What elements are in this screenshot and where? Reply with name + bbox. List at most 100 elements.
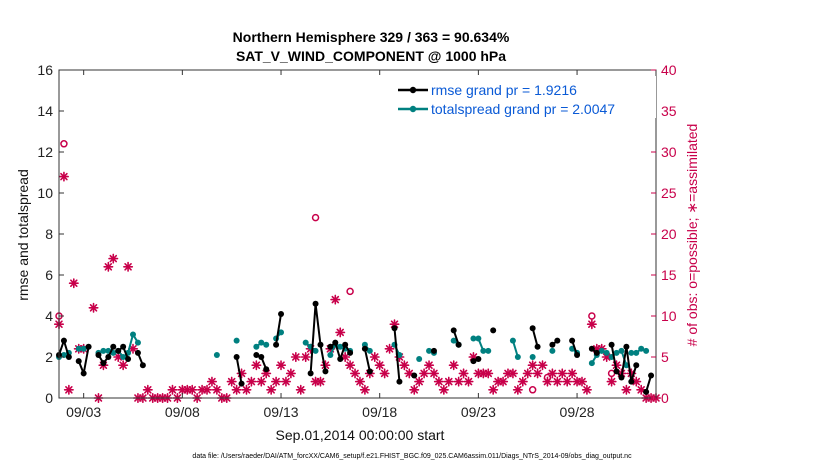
asterisk-stroke bbox=[558, 369, 567, 378]
asterisk-stroke bbox=[282, 377, 290, 386]
asterisk-stroke bbox=[70, 279, 78, 287]
totalspread-point bbox=[485, 347, 492, 354]
legend-label-rmse: rmse grand pr = 1.9216 bbox=[431, 82, 577, 98]
rmse-point bbox=[455, 341, 462, 348]
obs-assimilated-marker bbox=[142, 384, 153, 395]
y-tick-label: 14 bbox=[37, 103, 53, 119]
rmse-point bbox=[312, 300, 319, 307]
totalspread-point bbox=[613, 349, 620, 356]
obs-assimilated-marker bbox=[335, 327, 346, 338]
asterisk-stroke bbox=[301, 353, 310, 361]
totalspread-point bbox=[603, 349, 610, 356]
rmse-point bbox=[366, 368, 373, 375]
obs-possible-marker bbox=[311, 213, 320, 222]
rmse-point bbox=[391, 325, 398, 332]
obs-assimilated-marker bbox=[226, 376, 237, 387]
asterisk-stroke bbox=[514, 386, 522, 394]
y2-tick-label: 25 bbox=[661, 185, 677, 201]
obs-assimilated-marker bbox=[409, 384, 420, 395]
obs-assimilated-marker bbox=[63, 384, 74, 395]
rmse-point bbox=[628, 378, 635, 385]
rmse-line bbox=[275, 313, 283, 345]
rmse-point bbox=[273, 341, 280, 348]
obs-assimilated-marker bbox=[246, 376, 257, 387]
obs-assimilated-marker bbox=[384, 343, 395, 354]
obs-assimilated-marker bbox=[68, 278, 79, 289]
asterisk-stroke bbox=[252, 361, 261, 369]
obs-assimilated-marker bbox=[443, 376, 454, 387]
totalspread-point bbox=[588, 360, 595, 367]
plot-axes bbox=[58, 69, 657, 399]
rmse-line bbox=[363, 348, 371, 372]
asterisk-stroke bbox=[129, 345, 137, 353]
y2-tick-label: 35 bbox=[661, 103, 677, 119]
rmse-point bbox=[490, 327, 497, 334]
obs-assimilated-marker bbox=[369, 351, 380, 363]
totalspread-point bbox=[213, 351, 220, 358]
obs-assimilated-marker bbox=[58, 171, 69, 182]
rmse-point bbox=[554, 337, 561, 344]
obs-assimilated-marker bbox=[562, 376, 573, 387]
asterisk-stroke bbox=[227, 377, 236, 386]
rmse-point bbox=[238, 380, 245, 387]
asterisk-stroke bbox=[519, 377, 527, 386]
totalspread-point bbox=[100, 347, 107, 354]
asterisk-stroke bbox=[188, 386, 196, 394]
asterisk-stroke bbox=[445, 377, 453, 386]
x-tick-label: 09/03 bbox=[66, 404, 101, 420]
totalspread-point bbox=[638, 345, 645, 352]
rmse-point bbox=[549, 341, 556, 348]
obs-assimilated-marker bbox=[428, 368, 439, 379]
obs-assimilated-marker bbox=[498, 376, 509, 387]
asterisk-stroke bbox=[272, 377, 280, 386]
asterisk-stroke bbox=[489, 386, 497, 394]
plot-frame bbox=[58, 69, 657, 399]
totalspread-point bbox=[312, 347, 319, 354]
y-tick-label: 10 bbox=[37, 185, 53, 201]
obs-possible-marker bbox=[346, 287, 354, 296]
asterisk-stroke bbox=[277, 361, 285, 369]
x-tick-label: 09/13 bbox=[264, 404, 299, 420]
totalspread-point bbox=[263, 341, 270, 348]
asterisk-stroke bbox=[385, 345, 394, 353]
obs-assimilated-marker bbox=[621, 384, 632, 395]
asterisk-stroke bbox=[168, 386, 177, 394]
obs-possible-marker bbox=[588, 312, 596, 320]
obs-assimilated-marker bbox=[483, 368, 494, 379]
rmse-line bbox=[309, 303, 327, 374]
asterisk-stroke bbox=[296, 386, 305, 394]
rmse-point bbox=[120, 343, 127, 350]
obs-assimilated-marker bbox=[231, 384, 242, 395]
rmse-point bbox=[569, 337, 576, 344]
asterisk-stroke bbox=[568, 369, 576, 378]
asterisk-stroke bbox=[400, 361, 409, 369]
x-axis-label: Sep.01,2014 00:00:00 start bbox=[276, 427, 445, 443]
obs-assimilated-marker bbox=[552, 376, 563, 387]
asterisk-stroke bbox=[361, 386, 369, 394]
rmse-point bbox=[263, 366, 270, 373]
obs-assimilated-marker bbox=[187, 384, 198, 395]
totalspread-point bbox=[426, 347, 433, 354]
rmse-point bbox=[618, 374, 625, 381]
obs-assimilated-marker bbox=[345, 360, 356, 371]
obs-assimilated-marker bbox=[522, 368, 533, 379]
rmse-point bbox=[337, 356, 344, 363]
totalspread-point bbox=[628, 349, 635, 356]
totalspread-point bbox=[618, 347, 625, 354]
asterisk-stroke bbox=[484, 369, 493, 378]
obs-assimilated-marker bbox=[300, 351, 311, 363]
rmse-point bbox=[588, 345, 595, 352]
footnote: data file: /Users/raeder/DAI/ATM_forcXX/… bbox=[192, 453, 632, 460]
rmse-point bbox=[613, 368, 620, 375]
obs-assimilated-marker bbox=[330, 294, 341, 305]
rmse-point bbox=[253, 351, 260, 358]
obs-assimilated-marker bbox=[414, 376, 425, 387]
asterisk-stroke bbox=[267, 386, 275, 394]
y-tick-label: 8 bbox=[45, 226, 53, 242]
rmse-point bbox=[608, 341, 615, 348]
totalspread-point bbox=[549, 347, 556, 354]
asterisk-stroke bbox=[119, 361, 127, 369]
rmse-point bbox=[110, 343, 117, 350]
obs-assimilated-marker bbox=[419, 368, 430, 379]
totalspread-point bbox=[337, 343, 344, 350]
